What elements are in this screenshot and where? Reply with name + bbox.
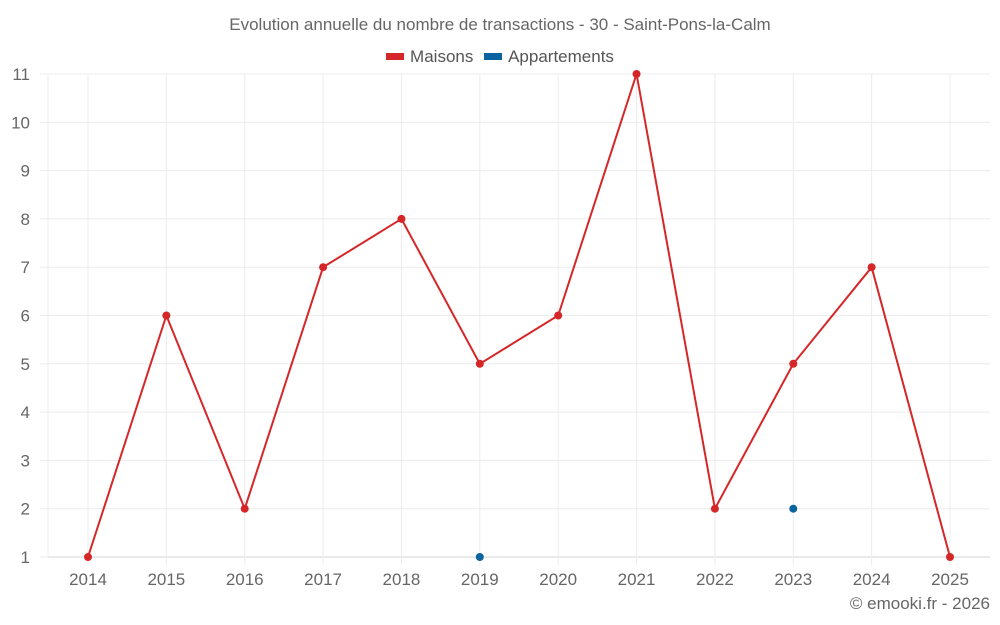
y-axis-label: 11: [12, 65, 30, 84]
x-axis-label: 2019: [461, 570, 499, 589]
legend: Maisons Appartements: [0, 45, 1000, 67]
data-point-maisons: [946, 553, 954, 561]
x-axis-label: 2022: [696, 570, 734, 589]
data-point-maisons: [162, 311, 171, 320]
data-point-maisons: [632, 70, 641, 78]
x-axis-label: 2018: [383, 570, 421, 589]
data-point-appartements: [789, 504, 798, 513]
data-point-maisons: [710, 504, 719, 513]
legend-label-appartements: Appartements: [508, 46, 614, 66]
x-axis-label: 2017: [304, 570, 342, 589]
data-point-maisons: [867, 263, 876, 272]
y-axis-label: 7: [21, 258, 30, 277]
data-point-maisons: [397, 214, 406, 223]
data-point-maisons: [240, 504, 249, 513]
x-axis-label: 2020: [539, 570, 577, 589]
data-point-maisons: [554, 311, 563, 320]
x-axis-label: 2023: [774, 570, 812, 589]
x-axis-label: 2015: [147, 570, 185, 589]
y-axis-label: 1: [21, 548, 30, 567]
x-axis-label: 2021: [618, 570, 656, 589]
data-point-maisons: [789, 359, 798, 368]
x-axis-label: 2025: [931, 570, 969, 589]
y-axis-label: 9: [21, 162, 30, 181]
data-point-maisons: [475, 359, 484, 368]
legend-item-appartements[interactable]: Appartements: [484, 47, 614, 67]
chart-title: Evolution annuelle du nombre de transact…: [229, 15, 771, 34]
y-axis-label: 4: [21, 403, 30, 422]
data-point-appartements: [475, 553, 484, 561]
data-point-maisons: [319, 263, 328, 272]
y-axis-label: 8: [21, 210, 30, 229]
copyright-footer: © emooki.fr - 2026: [849, 594, 990, 613]
legend-label-maisons: Maisons: [410, 46, 474, 66]
y-axis-label: 5: [21, 355, 30, 374]
y-axis-label: 3: [21, 451, 30, 470]
y-axis-label: 6: [21, 307, 30, 326]
y-axis-label: 10: [11, 113, 30, 132]
series-line-maisons: [87, 73, 951, 558]
legend-swatch-appartements: [484, 53, 503, 60]
legend-item-maisons[interactable]: Maisons: [386, 47, 473, 67]
data-point-maisons: [84, 553, 92, 561]
legend-swatch-maisons: [386, 53, 405, 60]
x-axis-label: 2014: [69, 570, 107, 589]
y-axis-label: 2: [21, 500, 30, 519]
x-axis-label: 2016: [226, 570, 264, 589]
x-axis-label: 2024: [853, 570, 891, 589]
